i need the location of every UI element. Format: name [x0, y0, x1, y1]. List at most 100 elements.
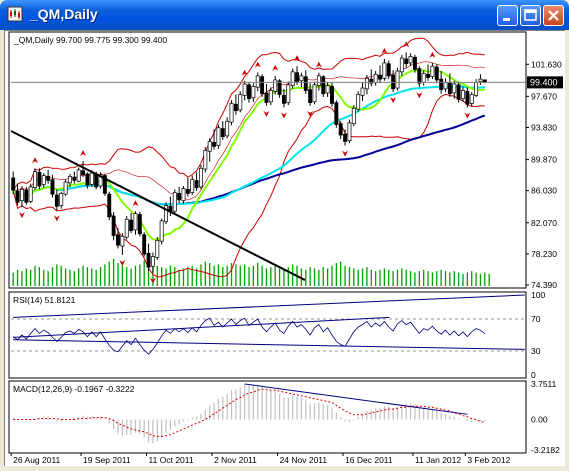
candle-body	[159, 220, 164, 242]
candle-body	[146, 252, 151, 268]
candle-body	[273, 79, 278, 92]
rsi-tick-label: 0	[531, 370, 536, 380]
candle-body	[316, 75, 321, 86]
candle-body	[220, 128, 225, 138]
candle-body	[203, 150, 208, 170]
candle-body	[382, 62, 387, 79]
candle-body	[360, 87, 365, 96]
rsi-tick-label: 30	[531, 346, 541, 356]
candle-body	[260, 76, 265, 95]
time-tick-label: 26 Aug 2011	[13, 455, 60, 465]
rsi-trendline	[13, 294, 525, 318]
time-tick-label: 11 Oct 2011	[149, 455, 194, 465]
candle-body	[46, 176, 51, 181]
price-tick-label: 82.070	[531, 218, 557, 228]
candle-body	[434, 66, 439, 81]
candle-body	[268, 90, 273, 103]
candle-body	[321, 76, 326, 95]
price-axis: 101.630 97.670 93.830 89.870 86.030 82.070 78.…	[526, 59, 562, 290]
price-tick-label: 78.230	[531, 249, 557, 259]
title-bar[interactable]: _QM,Daily	[0, 0, 569, 30]
rsi-indicator: 100 70 30 0	[11, 290, 545, 380]
candle-body	[33, 171, 37, 189]
candle-body	[330, 86, 334, 104]
candle-body	[447, 82, 452, 95]
price-tick-label: 97.670	[531, 91, 557, 101]
candle-body	[28, 186, 33, 202]
chart-area[interactable]: 101.630 97.670 93.830 89.870 86.030 82.070 78.…	[4, 30, 565, 466]
fractal-down-arrow	[119, 259, 126, 266]
candle-body	[369, 78, 374, 84]
rsi-tick-label: 70	[531, 314, 541, 324]
fractal-down-arrow	[53, 215, 60, 222]
candle-body	[373, 73, 378, 83]
fractal-down-arrow	[416, 92, 423, 99]
candle-body	[421, 73, 426, 83]
rsi-panel-frame	[8, 291, 527, 379]
fractal-down-arrow	[464, 112, 471, 119]
time-axis: 26 Aug 2011 19 Sep 2011 11 Oct 2011 2 Nov 2…	[10, 453, 511, 465]
candle-body	[395, 70, 400, 89]
candle-body	[439, 78, 444, 91]
maximize-button[interactable]	[520, 5, 541, 26]
macd-tick-label: 3.7511	[531, 379, 557, 389]
candle-body	[129, 219, 134, 231]
maximize-icon	[524, 9, 537, 21]
candle-body	[164, 205, 168, 223]
candle-body	[11, 177, 16, 191]
candle-body	[150, 256, 155, 267]
candle-body	[325, 85, 330, 94]
candle-body	[277, 80, 282, 95]
candle-body	[190, 179, 195, 193]
macd-tick-label: 0.00	[531, 415, 548, 425]
rsi-panel-title: RSI(14) 51.8121	[13, 295, 76, 305]
price-tick-label: 93.830	[531, 122, 557, 132]
fractal-up-arrow	[272, 64, 279, 71]
candle-body	[68, 176, 72, 184]
price-trendline[interactable]	[10, 130, 306, 281]
candle-body	[412, 56, 417, 70]
candle-body	[303, 76, 308, 91]
candle-body	[19, 188, 24, 202]
candle-body	[443, 82, 448, 90]
candle-body	[378, 74, 382, 80]
time-tick-label: 24 Nov 2011	[280, 455, 328, 465]
candle-body	[172, 192, 177, 212]
candle-body	[312, 84, 317, 103]
fractal-down-arrow	[263, 110, 270, 117]
candle-body	[247, 84, 251, 99]
time-tick-label: 11 Jan 2012	[415, 455, 461, 465]
candle-body	[142, 234, 147, 255]
candle-body	[94, 173, 99, 188]
window-title: _QM,Daily	[30, 6, 98, 22]
candle-body	[347, 122, 352, 142]
candle-body	[465, 90, 470, 105]
candle-body	[242, 83, 247, 96]
macd-panel-frame	[8, 380, 527, 454]
candle-body	[233, 103, 238, 112]
close-button[interactable]	[543, 5, 564, 26]
macd-indicator: 3.7511 0.00 -3.2182	[12, 379, 560, 455]
chart-svg[interactable]: 101.630 97.670 93.830 89.870 86.030 82.070 78.…	[5, 31, 565, 466]
fractal-down-arrow	[18, 212, 25, 219]
candle-body	[238, 94, 243, 111]
candle-body	[155, 240, 160, 258]
candle-body	[356, 94, 361, 110]
fractal-up-arrow	[241, 69, 248, 76]
fractal-arrows	[18, 41, 471, 284]
candle-body	[351, 107, 356, 125]
fractal-up-arrow	[132, 200, 139, 207]
time-tick-label: 2 Nov 2011	[214, 455, 257, 465]
candle-body	[452, 83, 457, 94]
candle-body	[426, 73, 430, 78]
price-tick-label: 89.870	[531, 155, 557, 165]
candle-body	[137, 214, 142, 235]
candle-body	[474, 82, 479, 96]
candle-body	[133, 213, 138, 231]
candle-body	[72, 176, 77, 181]
fractal-up-arrow	[381, 47, 388, 54]
fractal-down-arrow	[307, 110, 314, 117]
candle-body	[478, 78, 483, 82]
minimize-button[interactable]	[497, 5, 518, 26]
